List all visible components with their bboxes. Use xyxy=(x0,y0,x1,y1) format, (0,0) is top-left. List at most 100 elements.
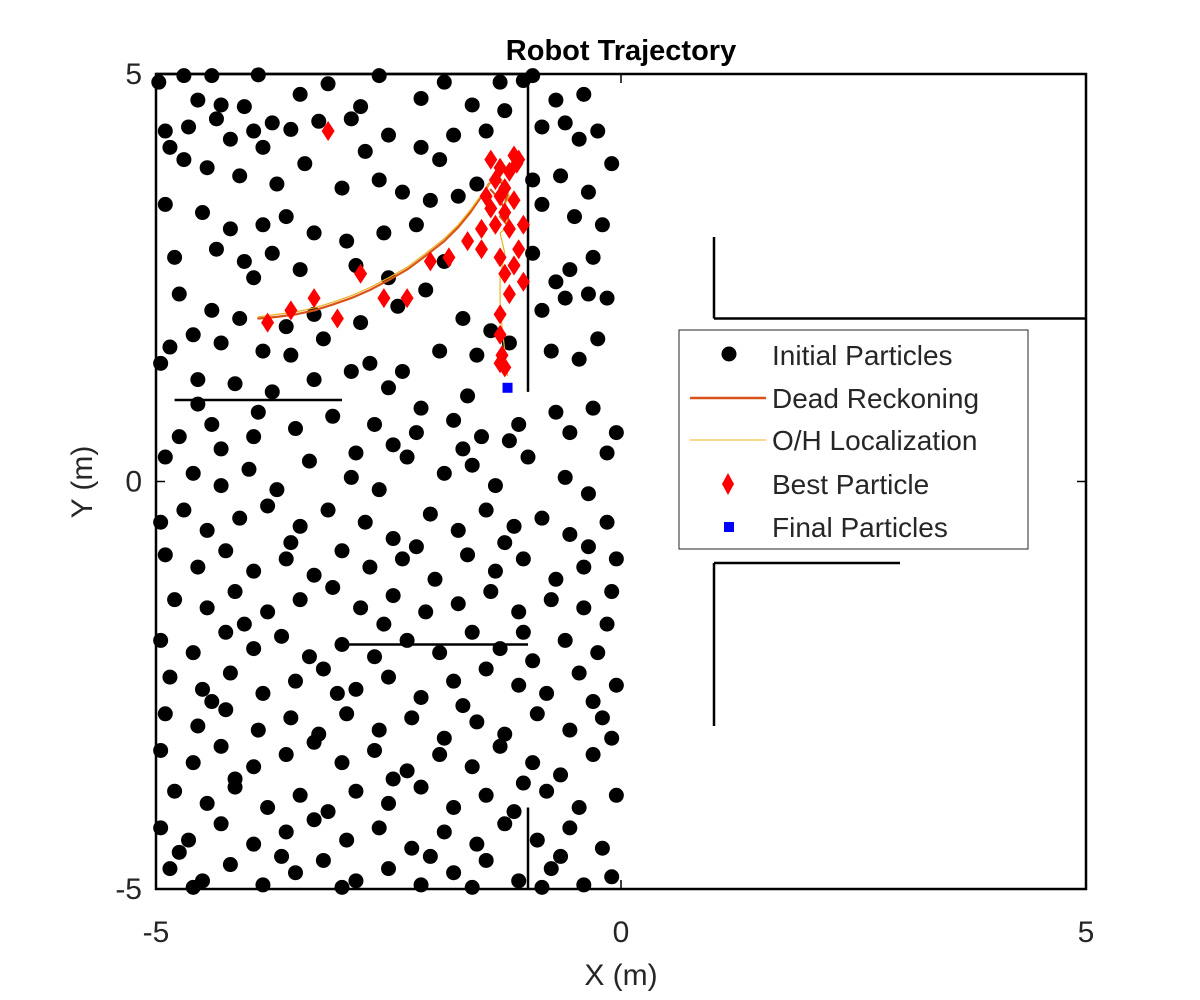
initial-particle-299 xyxy=(246,270,262,286)
initial-particle-7 xyxy=(492,74,508,90)
initial-particle-77 xyxy=(557,290,573,306)
initial-particle-51 xyxy=(339,233,355,249)
initial-particle-108 xyxy=(325,408,341,424)
initial-particle-222 xyxy=(594,710,610,726)
initial-particle-259 xyxy=(339,832,355,848)
initial-particle-210 xyxy=(218,702,234,718)
initial-particle-295 xyxy=(255,139,271,155)
initial-particle-207 xyxy=(608,677,624,693)
initial-particle-151 xyxy=(278,551,294,567)
initial-particle-301 xyxy=(548,274,564,290)
initial-particle-326 xyxy=(604,730,620,746)
initial-particle-72 xyxy=(353,315,369,331)
legend-label-initial-particles: Initial Particles xyxy=(772,340,953,371)
initial-particle-10 xyxy=(213,97,229,113)
initial-particle-118 xyxy=(213,478,229,494)
initial-particle-242 xyxy=(292,787,308,803)
final-particles-series xyxy=(502,382,513,393)
initial-particle-14 xyxy=(162,139,178,155)
initial-particle-45 xyxy=(157,196,173,212)
initial-particle-24 xyxy=(446,127,462,143)
legend: Initial Particles Dead Reckoning O/H Loc… xyxy=(678,329,1029,550)
initial-particle-5 xyxy=(371,68,387,84)
initial-particle-127 xyxy=(487,478,503,494)
initial-particle-265 xyxy=(529,832,545,848)
initial-particle-117 xyxy=(185,465,201,481)
initial-particle-145 xyxy=(562,526,578,542)
initial-particle-141 xyxy=(450,522,466,538)
initial-particle-220 xyxy=(529,706,545,722)
x-axis-label: X (m) xyxy=(584,959,657,992)
initial-particle-309 xyxy=(348,445,364,461)
initial-particle-56 xyxy=(594,217,610,233)
initial-particle-261 xyxy=(404,840,420,856)
initial-particle-264 xyxy=(497,816,513,832)
best-particle-4 xyxy=(330,308,344,329)
initial-particle-124 xyxy=(399,449,415,465)
initial-particle-193 xyxy=(162,669,178,685)
initial-particle-217 xyxy=(436,730,452,746)
initial-particle-191 xyxy=(557,632,573,648)
best-particle-7 xyxy=(400,288,414,309)
best-particle-24 xyxy=(488,214,502,235)
initial-particle-73 xyxy=(390,298,406,314)
initial-particle-168 xyxy=(325,579,341,595)
initial-particle-21 xyxy=(343,111,359,127)
initial-particle-20 xyxy=(311,113,327,129)
initial-particle-106 xyxy=(246,429,262,445)
initial-particle-143 xyxy=(506,518,522,534)
initial-particle-125 xyxy=(436,465,452,481)
initial-particle-87 xyxy=(432,343,448,359)
initial-particle-54 xyxy=(534,196,550,212)
initial-particle-31 xyxy=(199,160,215,176)
initial-particle-53 xyxy=(408,217,424,233)
initial-particle-282 xyxy=(604,869,620,885)
legend-box xyxy=(678,329,1029,550)
legend-marker-initial-particles xyxy=(721,346,737,362)
initial-particle-123 xyxy=(371,482,387,498)
initial-particle-209 xyxy=(190,718,206,734)
best-particle-32 xyxy=(493,324,507,345)
initial-particle-179 xyxy=(185,645,201,661)
initial-particle-323 xyxy=(227,771,243,787)
legend-label-dead-reckoning: Dead Reckoning xyxy=(772,383,979,414)
initial-particle-297 xyxy=(432,152,448,168)
initial-particle-186 xyxy=(399,632,415,648)
best-particle-29 xyxy=(516,271,530,292)
initial-particle-29 xyxy=(590,123,606,139)
initial-particle-104 xyxy=(171,429,187,445)
initial-particle-67 xyxy=(171,286,187,302)
initial-particle-90 xyxy=(543,343,559,359)
axis-ticks: -5 0 5 -5 0 5 xyxy=(115,58,1094,949)
best-particle-16 xyxy=(502,161,516,182)
initial-particle-224 xyxy=(185,755,201,771)
initial-particle-15 xyxy=(208,111,224,127)
best-particle-22 xyxy=(507,190,521,211)
initial-particle-38 xyxy=(422,192,438,208)
initial-particle-130 xyxy=(580,486,596,502)
initial-particle-112 xyxy=(474,429,489,445)
initial-particle-95 xyxy=(227,376,243,392)
best-particle-1 xyxy=(261,312,275,333)
initial-particle-42 xyxy=(553,168,569,184)
initial-particle-84 xyxy=(315,331,331,347)
best-particle-3 xyxy=(307,288,321,309)
initial-particle-146 xyxy=(599,514,615,530)
initial-particle-88 xyxy=(469,347,485,363)
initial-particle-156 xyxy=(427,571,443,587)
initial-particle-251 xyxy=(571,800,587,815)
initial-particle-70 xyxy=(278,319,294,335)
initial-particle-316 xyxy=(376,616,392,632)
initial-particle-164 xyxy=(199,600,215,616)
legend-label-oh-localization: O/H Localization xyxy=(772,425,977,456)
initial-particle-96 xyxy=(264,384,280,400)
best-particle-36 xyxy=(510,153,524,174)
initial-particle-302 xyxy=(585,249,601,265)
initial-particle-284 xyxy=(334,879,350,895)
initial-particle-27 xyxy=(557,115,573,131)
legend-marker-best-particle xyxy=(722,473,734,495)
initial-particle-250 xyxy=(539,783,555,799)
initial-particle-325 xyxy=(515,775,531,791)
initial-particle-89 xyxy=(501,335,517,351)
initial-particle-190 xyxy=(525,653,541,669)
